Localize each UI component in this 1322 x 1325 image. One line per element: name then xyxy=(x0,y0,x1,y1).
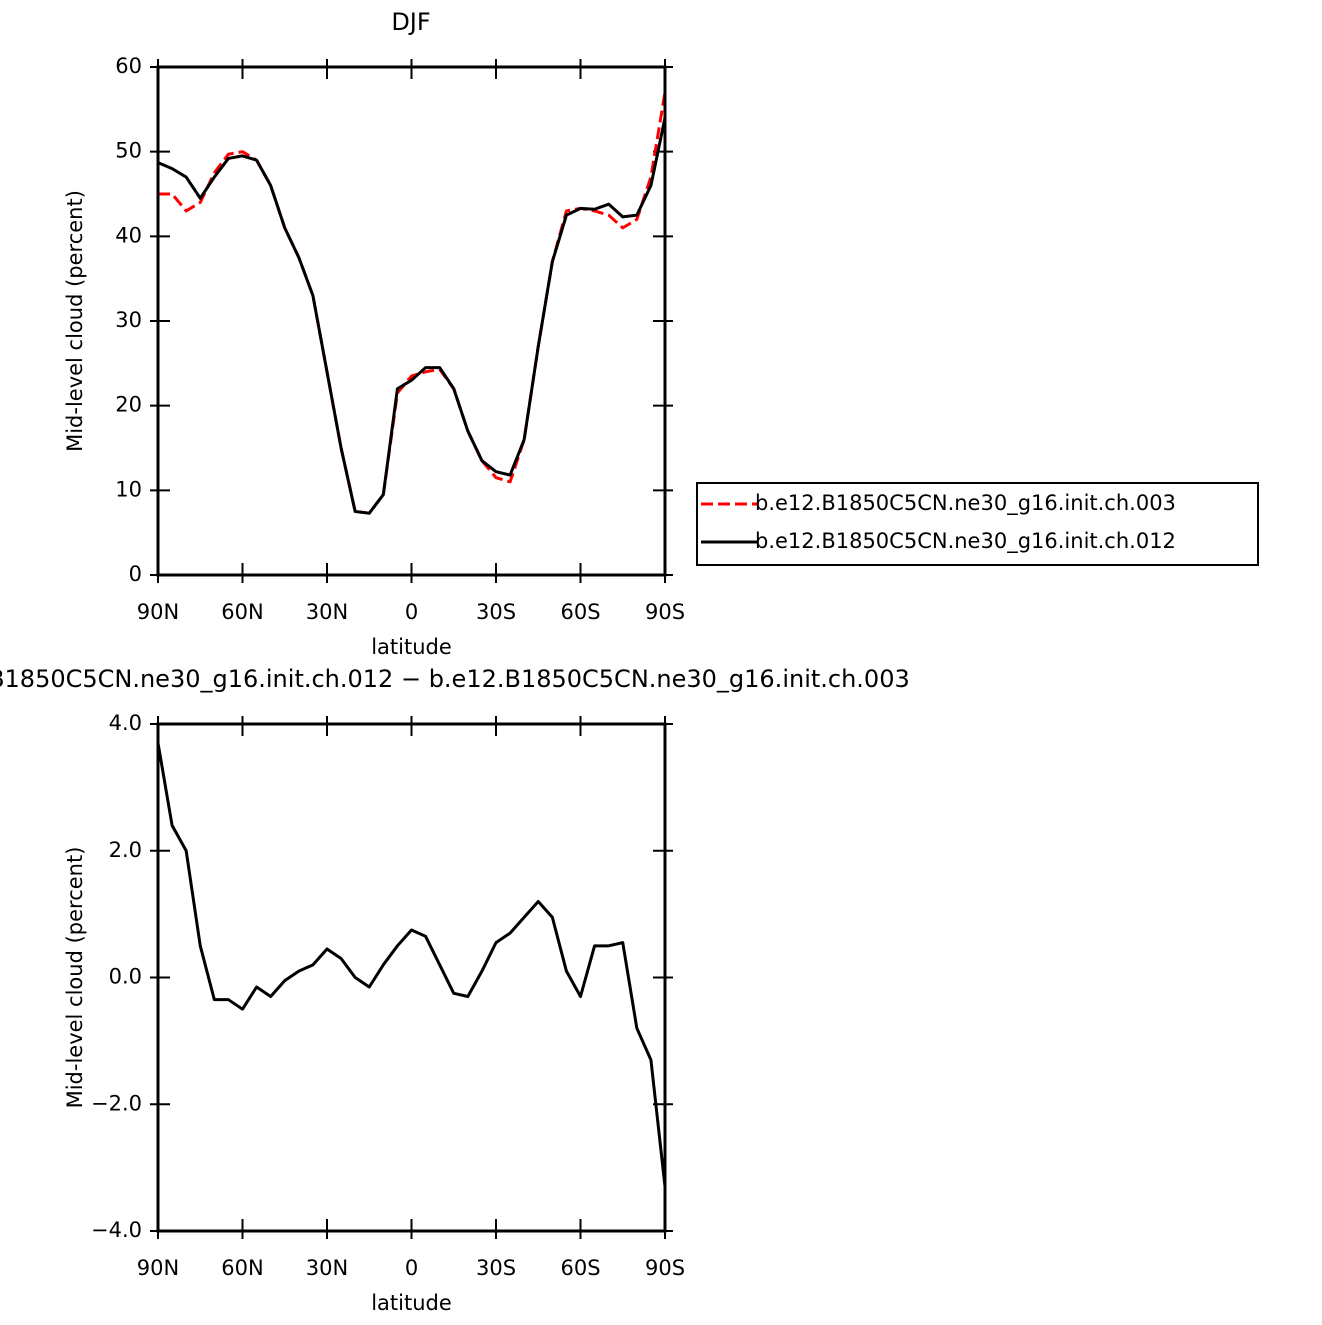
x-tick-label: 90S xyxy=(645,1256,685,1280)
x-tick-label: 30S xyxy=(476,600,516,624)
chart-title: b.e12.B1850C5CN.ne30_g16.init.ch.012 − b… xyxy=(0,665,910,693)
plot-frame xyxy=(156,65,667,577)
x-tick-label: 30N xyxy=(306,600,348,624)
x-tick-label: 60S xyxy=(560,600,600,624)
y-tick-label: 0 xyxy=(129,562,142,586)
plot-frame xyxy=(156,722,667,1233)
x-tick-label: 90N xyxy=(137,600,179,624)
y-tick-label: 4.0 xyxy=(109,711,142,735)
legend-label: b.e12.B1850C5CN.ne30_g16.init.ch.012 xyxy=(755,529,1176,554)
x-tick-label: 90S xyxy=(645,600,685,624)
y-tick-label: −4.0 xyxy=(91,1218,142,1242)
data-line xyxy=(158,92,667,515)
y-axis-label: Mid-level cloud (percent) xyxy=(63,847,87,1109)
data-line xyxy=(157,117,667,515)
y-tick-label: 2.0 xyxy=(109,838,142,862)
y-tick-label: 30 xyxy=(115,308,142,332)
y-tick-label: 60 xyxy=(115,54,142,78)
y-tick-label: 40 xyxy=(115,223,142,247)
legend-box xyxy=(696,482,1259,566)
y-tick-label: 10 xyxy=(115,477,142,501)
y-tick-label: 20 xyxy=(115,393,142,417)
y-tick-label: 50 xyxy=(115,139,142,163)
x-tick-label: 0 xyxy=(405,1256,418,1280)
x-tick-label: 60S xyxy=(560,1256,600,1280)
y-axis-label: Mid-level cloud (percent) xyxy=(63,190,87,452)
x-tick-label: 0 xyxy=(405,600,418,624)
chart-title: DJF xyxy=(391,8,430,36)
y-tick-label: −2.0 xyxy=(91,1091,142,1115)
x-tick-label: 30S xyxy=(476,1256,516,1280)
y-tick-label: 0.0 xyxy=(109,965,142,989)
x-axis-label: latitude xyxy=(371,635,452,659)
x-tick-label: 60N xyxy=(221,1256,263,1280)
x-axis-label: latitude xyxy=(371,1291,452,1315)
x-tick-label: 90N xyxy=(137,1256,179,1280)
legend-label: b.e12.B1850C5CN.ne30_g16.init.ch.003 xyxy=(755,491,1176,516)
x-tick-label: 60N xyxy=(221,600,263,624)
data-line xyxy=(156,742,667,1187)
x-tick-label: 30N xyxy=(306,1256,348,1280)
